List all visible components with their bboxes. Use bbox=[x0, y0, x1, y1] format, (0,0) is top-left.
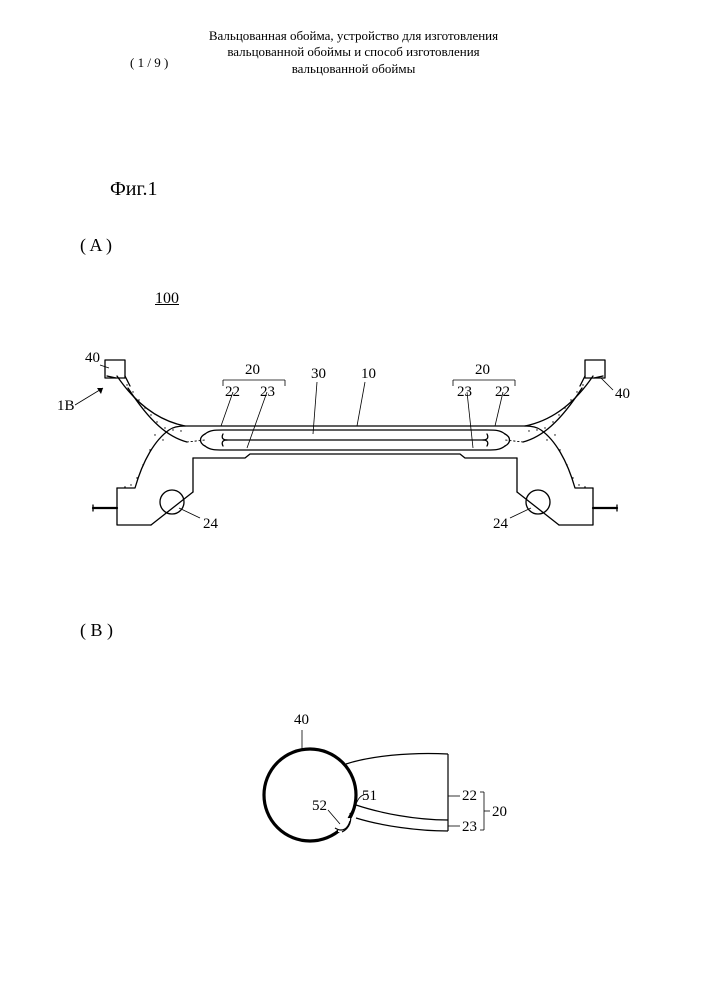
ref-22-right: 22 bbox=[495, 384, 510, 400]
figure-a-diagram: 40 1B 20 22 23 30 10 20 23 22 40 24 24 bbox=[55, 330, 655, 570]
ref-22-b: 22 bbox=[462, 788, 477, 804]
subfigure-label-b: ( B ) bbox=[80, 620, 113, 641]
title-line-2: вальцованной обоймы и способ изготовлени… bbox=[227, 44, 479, 59]
ref-23-left: 23 bbox=[260, 384, 275, 400]
ref-20-right: 20 bbox=[475, 362, 490, 378]
ref-30: 30 bbox=[311, 366, 326, 382]
ref-24-right: 24 bbox=[493, 516, 509, 532]
ref-52: 52 bbox=[312, 798, 327, 814]
ref-40-b: 40 bbox=[294, 712, 309, 728]
ref-40-left: 40 bbox=[85, 350, 100, 366]
title-line-1: Вальцованная обойма, устройство для изго… bbox=[209, 28, 498, 43]
ref-23-b: 23 bbox=[462, 819, 477, 835]
patent-figure-page: Вальцованная обойма, устройство для изго… bbox=[0, 0, 707, 1000]
page-number: ( 1 / 9 ) bbox=[130, 55, 168, 71]
subfigure-label-a: ( A ) bbox=[80, 235, 112, 256]
ref-10: 10 bbox=[361, 366, 376, 382]
ref-51: 51 bbox=[362, 788, 377, 804]
ref-24-left: 24 bbox=[203, 516, 219, 532]
document-title: Вальцованная обойма, устройство для изго… bbox=[0, 28, 707, 77]
figure-label: Фиг.1 bbox=[110, 178, 157, 201]
title-line-3: вальцованной обоймы bbox=[292, 61, 416, 76]
ref-1B: 1B bbox=[57, 398, 75, 414]
ref-40-right: 40 bbox=[615, 386, 630, 402]
ref-23-right: 23 bbox=[457, 384, 472, 400]
ref-20-left: 20 bbox=[245, 362, 260, 378]
figure-b-diagram: 40 51 52 22 23 20 bbox=[230, 700, 530, 880]
ref-22-left: 22 bbox=[225, 384, 240, 400]
assembly-reference: 100 bbox=[155, 290, 179, 308]
ref-20-b: 20 bbox=[492, 804, 507, 820]
